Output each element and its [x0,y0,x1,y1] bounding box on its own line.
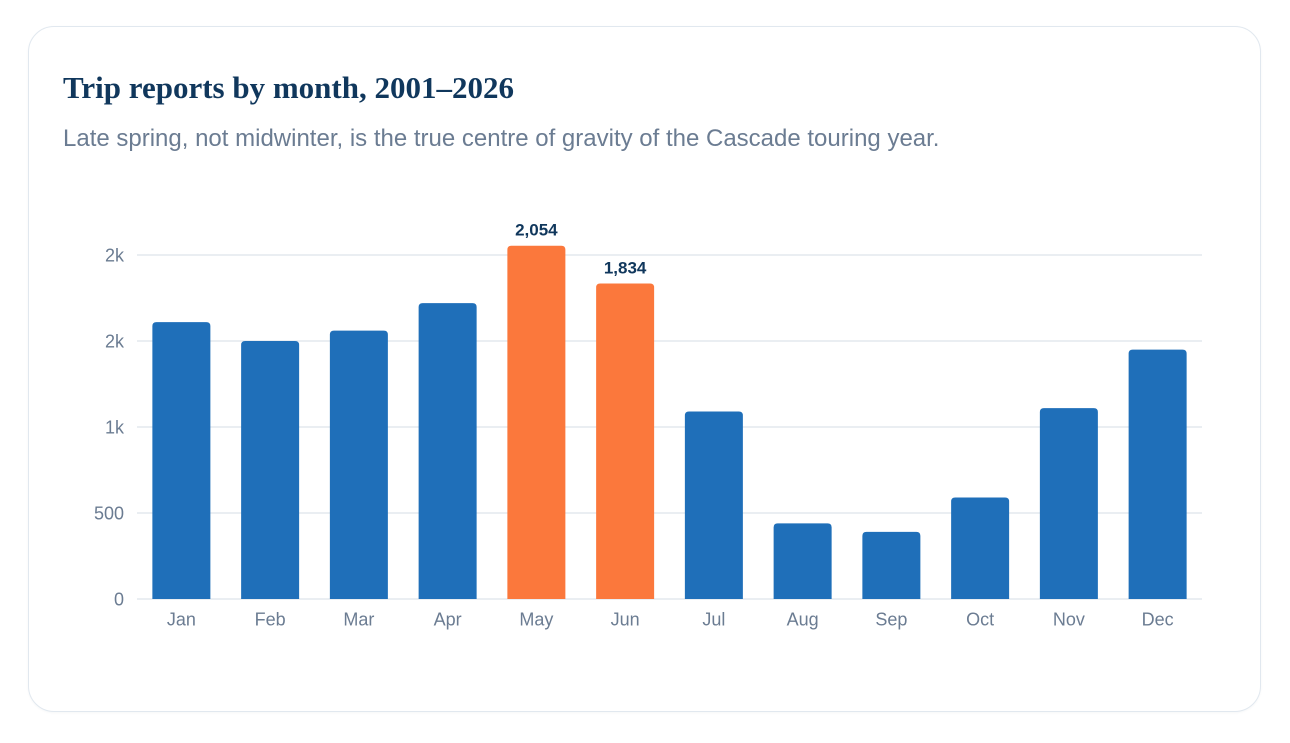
x-axis: Jan Feb Mar Apr May Jun Jul Aug Sep Oct Nov Dec [167,610,1174,630]
x-tick-label-nov: Nov [1053,610,1085,630]
x-tick-label-dec: Dec [1142,610,1174,630]
bar-jun [596,283,655,599]
bar-may [507,245,566,599]
y-tick-label-3: 2k [105,332,125,352]
x-tick-label-jul: Jul [702,610,725,630]
y-tick-label-0: 0 [114,590,124,610]
x-tick-label-apr: Apr [434,610,462,630]
data-labels: 2,054 1,834 [515,221,647,278]
gridlines [137,254,1202,600]
data-label-may: 2,054 [515,221,558,240]
x-tick-label-aug: Aug [787,610,819,630]
chart-subtitle: Late spring, not midwinter, is the true … [63,125,940,152]
bars [152,245,1187,599]
x-tick-label-feb: Feb [255,610,286,630]
x-tick-label-sep: Sep [875,610,907,630]
x-tick-label-jan: Jan [167,610,196,630]
bar-oct [951,497,1010,599]
bar-mar [329,330,388,599]
bar-dec [1128,349,1187,599]
y-tick-label-1: 500 [94,504,124,524]
x-tick-label-jun: Jun [611,610,640,630]
data-label-jun: 1,834 [604,259,647,278]
bar-feb [241,341,300,599]
x-tick-label-mar: Mar [343,610,374,630]
y-tick-label-2: 1k [105,418,125,438]
x-tick-label-may: May [519,610,553,630]
bar-jan [152,322,211,599]
y-axis: 0 500 1k 2k 2k [94,246,125,610]
chart-title: Trip reports by month, 2001–2026 [63,70,514,105]
bar-sep [862,531,921,599]
bar-aug [773,523,832,599]
bar-nov [1039,408,1098,599]
y-tick-label-4: 2k [105,246,125,266]
bar-apr [418,303,477,599]
x-tick-label-oct: Oct [966,610,994,630]
bar-jul [684,411,743,599]
